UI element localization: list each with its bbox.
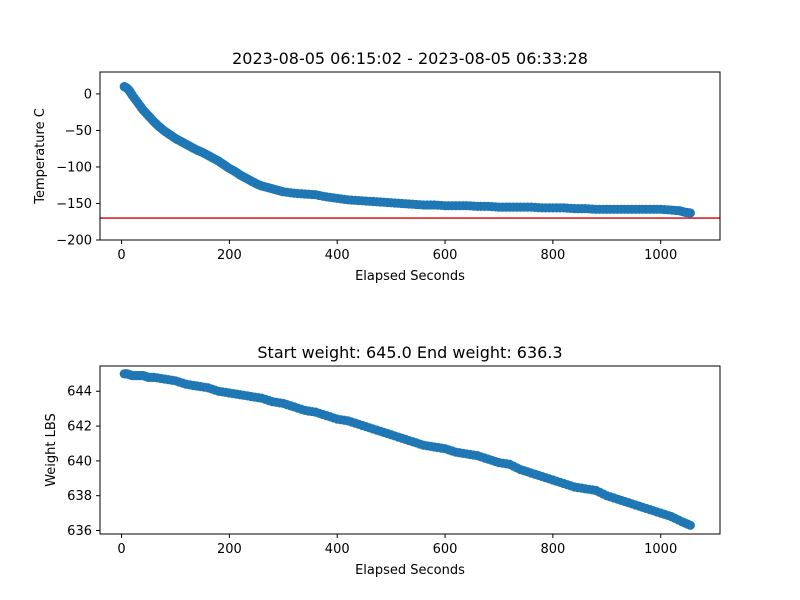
weight-plot-area xyxy=(99,365,721,535)
temperature-y-tick-label: 0 xyxy=(84,87,92,102)
weight-x-tick-label: 800 xyxy=(540,542,565,557)
temperature-x-tick-label: 600 xyxy=(433,248,458,263)
temperature-x-axis-label: Elapsed Seconds xyxy=(355,269,465,284)
weight-y-tick-label: 636 xyxy=(67,524,92,539)
weight-x-axis-label: Elapsed Seconds xyxy=(355,563,465,578)
temperature-x-tick-label: 200 xyxy=(217,248,242,263)
weight-data-point xyxy=(685,520,695,530)
temperature-y-tick-label: −150 xyxy=(56,197,92,212)
temperature-axes-frame xyxy=(99,71,721,241)
weight-x-tick-label: 200 xyxy=(217,542,242,557)
temperature-y-tick-label: −200 xyxy=(56,234,92,249)
weight-y-tick-label: 642 xyxy=(67,420,92,435)
temperature-y-ticks: 0 −50 −100 −150 −200 xyxy=(56,87,100,249)
temperature-data-point xyxy=(685,208,695,218)
weight-chart-title: Start weight: 645.0 End weight: 636.3 xyxy=(257,343,562,362)
temperature-y-tick-label: −50 xyxy=(65,124,92,139)
temperature-x-tick-label: 0 xyxy=(117,248,125,263)
weight-x-ticks: 0 200 400 600 800 1000 xyxy=(117,534,677,557)
temperature-x-tick-label: 800 xyxy=(540,248,565,263)
temperature-chart-title: 2023-08-05 06:15:02 - 2023-08-05 06:33:2… xyxy=(232,49,588,68)
weight-x-tick-label: 0 xyxy=(117,542,125,557)
weight-y-tick-label: 640 xyxy=(67,454,92,469)
temperature-data-layer xyxy=(100,82,720,219)
weight-y-tick-label: 644 xyxy=(67,385,92,400)
temperature-plot-area xyxy=(99,71,721,241)
weight-data-layer xyxy=(119,369,695,530)
temperature-chart: 2023-08-05 06:15:02 - 2023-08-05 06:33:2… xyxy=(33,49,721,284)
temperature-y-axis-label: Temperature C xyxy=(33,108,48,205)
weight-x-tick-label: 600 xyxy=(433,542,458,557)
weight-y-axis-label: Weight LBS xyxy=(44,413,59,487)
weight-x-tick-label: 400 xyxy=(325,542,350,557)
weight-y-tick-label: 638 xyxy=(67,489,92,504)
temperature-x-tick-label: 400 xyxy=(325,248,350,263)
temperature-x-tick-label: 1000 xyxy=(644,248,677,263)
weight-chart: Start weight: 645.0 End weight: 636.3 0 2… xyxy=(44,343,721,578)
temperature-y-tick-label: −100 xyxy=(56,160,92,175)
weight-x-tick-label: 1000 xyxy=(644,542,677,557)
weight-axes-frame xyxy=(99,365,721,535)
temperature-x-ticks: 0 200 400 600 800 1000 xyxy=(117,240,677,263)
weight-y-ticks: 636 638 640 642 644 xyxy=(67,385,100,539)
